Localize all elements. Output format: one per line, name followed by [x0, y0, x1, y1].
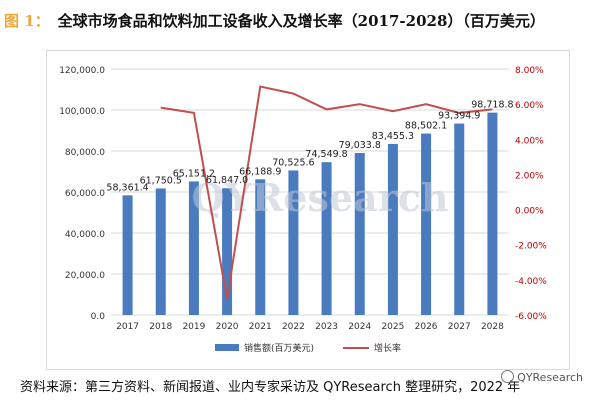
- bar: [155, 188, 166, 315]
- bar: [222, 188, 233, 315]
- x-tick-label: 2022: [282, 322, 305, 332]
- y-left-tick-label: 60,000.0: [65, 189, 105, 199]
- bar-value-label: 66,188.9: [239, 166, 281, 177]
- y-right-tick-label: -6.00%: [515, 312, 547, 322]
- y-right-tick-label: -2.00%: [515, 242, 547, 252]
- x-tick-label: 2026: [415, 322, 438, 332]
- chart-container: 0.0 20,000.0 40,000.0 60,000.0 80,000.0 100,0…: [46, 50, 570, 370]
- bar: [122, 195, 133, 315]
- y-left-tick-label: 0.0: [91, 312, 106, 322]
- bar-value-label: 58,361.4: [106, 182, 148, 193]
- bar: [288, 170, 299, 315]
- bar-value-label: 61,750.5: [140, 175, 182, 186]
- legend-bar-label: 销售额(百万美元): [244, 342, 314, 354]
- bar-value-label: 70,525.6: [272, 157, 314, 168]
- x-tick-label: 2024: [348, 322, 371, 332]
- legend-bar-swatch: [215, 344, 239, 351]
- bar: [487, 112, 498, 315]
- x-tick-label: 2020: [216, 322, 239, 332]
- y-right-tick-label: -4.00%: [515, 277, 547, 287]
- x-tick-label: 2023: [315, 322, 338, 332]
- y-left-tick-label: 20,000.0: [65, 271, 105, 281]
- bar: [387, 143, 398, 315]
- x-tick-label: 2019: [182, 322, 205, 332]
- bar-value-label: 65,151.2: [173, 168, 215, 179]
- wechat-icon: [501, 370, 515, 383]
- y-left-tick-label: 120,000.0: [59, 66, 105, 76]
- y-right-tick-label: 6.00%: [515, 101, 544, 111]
- y-right-tick-label: 8.00%: [515, 66, 544, 76]
- bar: [454, 123, 465, 315]
- bar-value-label: 79,033.8: [339, 140, 381, 151]
- figure-title-text: 全球市场食品和饮料加工设备收入及增长率（2017-2028）（百万美元）: [57, 12, 545, 30]
- figure-label: 图 1：: [4, 12, 50, 30]
- x-tick-label: 2018: [149, 322, 172, 332]
- bar: [188, 181, 199, 315]
- corner-watermark-text: QYResearch: [517, 371, 583, 384]
- y-right-tick-label: 2.00%: [515, 171, 544, 181]
- bar-value-label: 88,502.1: [405, 121, 447, 132]
- source-note: 资料来源：第三方资料、新闻报道、业内专家采访及 QYResearch 整理研究，…: [20, 380, 521, 395]
- bar-value-label: 98,718.8: [471, 100, 513, 111]
- bar-value-label: 61,847.0: [206, 175, 248, 186]
- y-left-tick-label: 80,000.0: [65, 148, 105, 158]
- center-watermark: QYResearch: [192, 175, 449, 220]
- bar: [354, 152, 365, 315]
- x-tick-label: 2027: [448, 322, 471, 332]
- bar-value-label: 93,394.9: [438, 111, 480, 122]
- bar-value-label: 83,455.3: [372, 131, 414, 142]
- x-tick-label: 2028: [481, 322, 504, 332]
- bar-value-label: 74,549.8: [305, 149, 347, 160]
- x-tick-label: 2021: [249, 322, 272, 332]
- legend-line-label: 增长率: [374, 342, 401, 354]
- y-left-tick-label: 40,000.0: [65, 230, 105, 240]
- bar: [321, 162, 332, 315]
- x-tick-label: 2017: [116, 322, 139, 332]
- combo-chart: 0.0 20,000.0 40,000.0 60,000.0 80,000.0 100,0…: [59, 66, 547, 354]
- bar: [421, 133, 432, 315]
- x-tick-label: 2025: [381, 322, 404, 332]
- growth-rate-line: [160, 85, 493, 300]
- figure-title: 图 1： 全球市场食品和饮料加工设备收入及增长率（2017-2028）（百万美元）: [4, 10, 584, 36]
- y-right-tick-label: 0.00%: [515, 207, 544, 217]
- y-right-tick-label: 4.00%: [515, 136, 544, 146]
- corner-watermark: QYResearch: [501, 370, 583, 384]
- bar: [255, 179, 266, 315]
- y-left-tick-label: 100,000.0: [59, 107, 105, 117]
